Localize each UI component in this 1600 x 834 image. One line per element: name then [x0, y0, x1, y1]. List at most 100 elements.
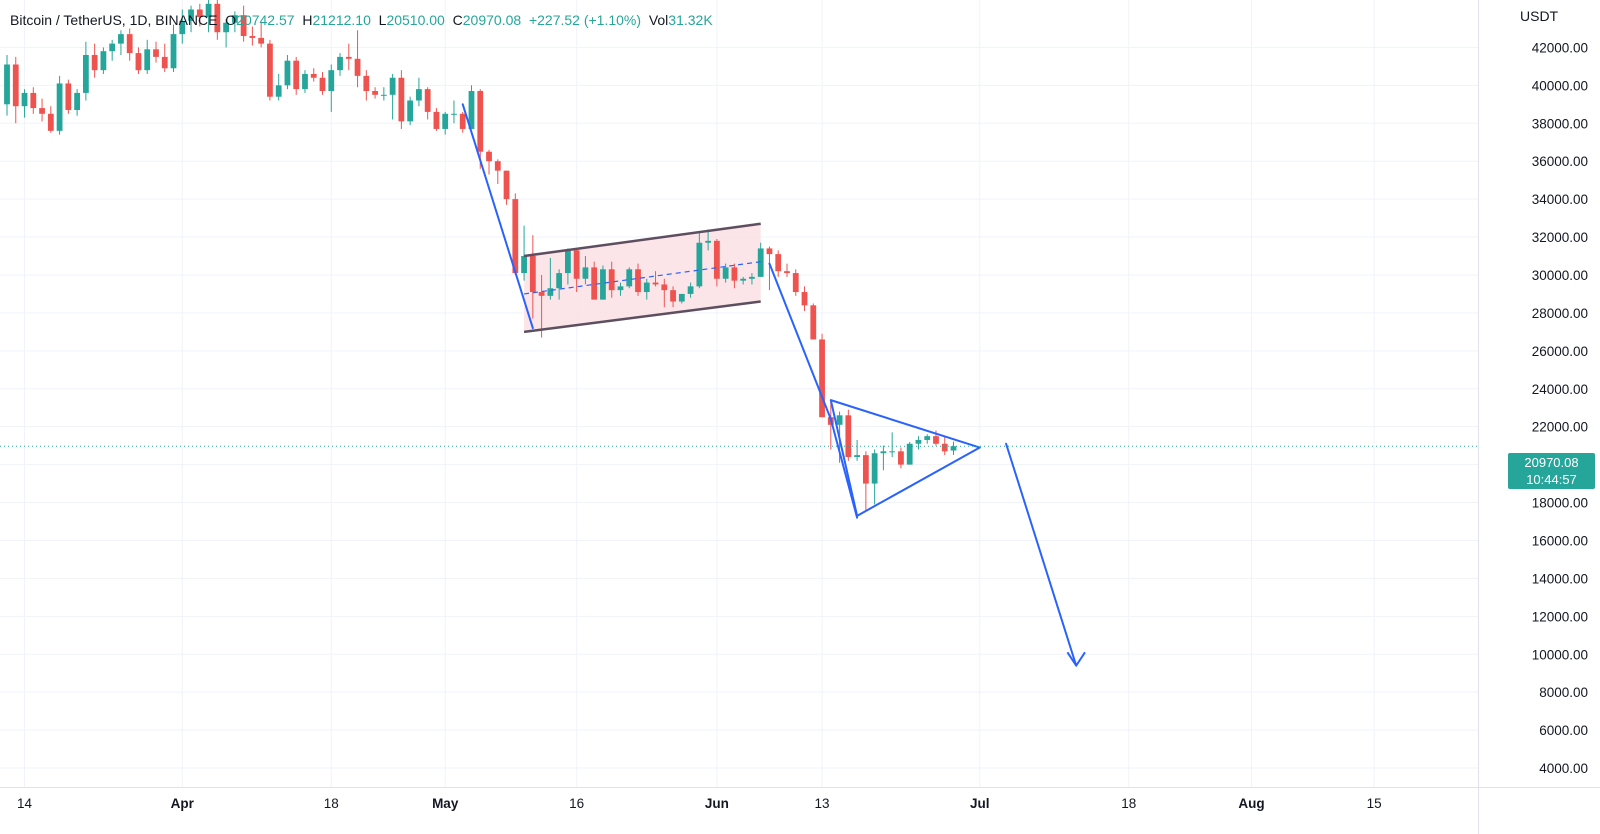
trendline[interactable] [1005, 442, 1078, 667]
candle[interactable] [231, 11, 238, 33]
candle[interactable] [635, 263, 641, 296]
candle[interactable] [310, 68, 317, 82]
candle[interactable] [591, 261, 598, 300]
candle[interactable] [293, 56, 300, 95]
candle[interactable] [494, 159, 501, 184]
candle[interactable] [652, 271, 659, 287]
candle[interactable] [372, 87, 378, 99]
candle[interactable] [871, 449, 878, 505]
candle[interactable] [477, 89, 484, 169]
candle[interactable] [398, 70, 405, 129]
candle[interactable] [775, 250, 782, 277]
trendline[interactable] [461, 103, 534, 330]
candle[interactable] [862, 451, 869, 511]
candle[interactable] [319, 72, 326, 95]
channel-mid-line[interactable] [523, 261, 761, 295]
candle[interactable] [100, 47, 107, 74]
triangle-pattern[interactable] [829, 399, 981, 517]
candle[interactable] [161, 43, 168, 73]
candle[interactable] [906, 441, 913, 465]
candle[interactable] [345, 43, 352, 71]
candle[interactable] [196, 3, 203, 27]
candle[interactable] [30, 87, 37, 114]
candle[interactable] [74, 89, 81, 116]
candle[interactable] [223, 18, 229, 48]
symbol-title[interactable]: Bitcoin / TetherUS, 1D, BINANCE [10, 12, 218, 28]
candle[interactable] [451, 100, 457, 124]
candle[interactable] [643, 278, 650, 300]
candle[interactable] [65, 79, 72, 114]
candle[interactable] [91, 43, 98, 78]
candle[interactable] [56, 75, 63, 135]
candle[interactable] [696, 233, 703, 289]
candle[interactable] [565, 248, 571, 285]
candle[interactable] [512, 193, 519, 275]
candle[interactable] [556, 269, 563, 300]
candle[interactable] [617, 282, 624, 296]
candle[interactable] [521, 225, 527, 281]
candle[interactable] [529, 235, 536, 319]
candle[interactable] [39, 98, 45, 122]
candle[interactable] [21, 89, 28, 118]
candle[interactable] [205, 0, 212, 33]
candle[interactable] [722, 263, 729, 283]
arrowhead[interactable] [1066, 651, 1086, 667]
candle[interactable] [678, 293, 685, 304]
candle[interactable] [600, 265, 606, 300]
symbol-legend[interactable]: Bitcoin / TetherUS, 1D, BINANCE O20742.5… [10, 12, 713, 28]
candle[interactable] [179, 9, 186, 44]
candle[interactable] [354, 30, 361, 88]
candle[interactable] [416, 77, 422, 107]
trendline[interactable] [829, 418, 859, 519]
candle[interactable] [109, 39, 116, 61]
candle[interactable] [424, 87, 431, 120]
candle[interactable] [766, 246, 773, 291]
candle[interactable] [854, 439, 860, 461]
candle[interactable] [12, 56, 19, 124]
candle[interactable] [188, 5, 194, 33]
candle[interactable] [284, 54, 291, 90]
candle[interactable] [810, 303, 817, 340]
channel-lower-line[interactable] [523, 300, 761, 334]
candle[interactable] [328, 64, 335, 112]
candle[interactable] [126, 28, 133, 61]
candle[interactable] [302, 70, 308, 93]
candle[interactable] [118, 30, 124, 55]
candle[interactable] [153, 41, 159, 63]
candle[interactable] [950, 441, 957, 455]
candle[interactable] [792, 269, 799, 296]
candle[interactable] [267, 39, 273, 101]
candle[interactable] [47, 106, 54, 133]
candle[interactable] [713, 238, 720, 287]
candle[interactable] [249, 26, 256, 46]
candle[interactable] [845, 409, 852, 461]
candle[interactable] [915, 436, 922, 450]
trendline[interactable] [768, 262, 832, 421]
channel-upper-line[interactable] [523, 222, 761, 258]
candle[interactable] [433, 108, 440, 131]
candle[interactable] [337, 53, 343, 76]
price-axis-unit[interactable]: USDT [1520, 8, 1559, 24]
candle[interactable] [740, 276, 747, 285]
candle[interactable] [670, 286, 676, 308]
candle[interactable] [661, 278, 668, 308]
candle[interactable] [442, 111, 449, 135]
candle[interactable] [459, 111, 466, 133]
candle[interactable] [468, 85, 475, 129]
candle[interactable] [924, 434, 931, 444]
candle[interactable] [538, 274, 545, 338]
candle[interactable] [749, 273, 755, 285]
candle[interactable] [380, 87, 387, 101]
candle[interactable] [898, 447, 904, 469]
candle[interactable] [170, 24, 177, 73]
candle[interactable] [389, 73, 396, 120]
candle[interactable] [582, 256, 589, 285]
candle[interactable] [214, 0, 221, 40]
candle[interactable] [757, 242, 764, 277]
candle[interactable] [801, 286, 808, 312]
candle[interactable] [573, 248, 580, 293]
candle[interactable] [608, 261, 615, 298]
candle[interactable] [258, 22, 265, 48]
